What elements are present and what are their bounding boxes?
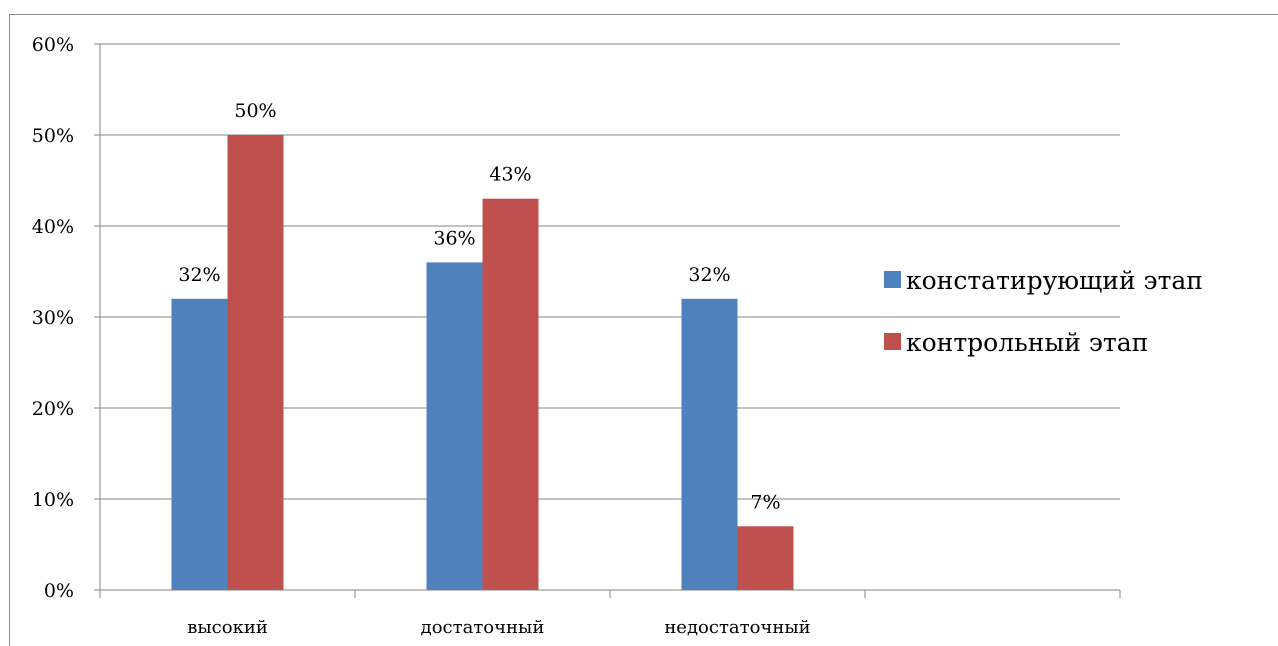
y-axis: 0% 10% 20% 30% 40% 50% 60% — [32, 34, 101, 602]
y-tick-label: 30% — [32, 307, 74, 329]
x-category-label: высокий — [187, 617, 268, 638]
y-tick-label: 10% — [32, 489, 74, 511]
data-label: 36% — [433, 227, 475, 249]
x-category-label: недостаточный — [664, 617, 810, 638]
bars — [171, 135, 794, 590]
bar-control — [482, 198, 539, 590]
legend: констатирующий этап контрольный этап — [884, 266, 1203, 357]
bar-constating — [681, 298, 738, 590]
data-label: 43% — [489, 164, 531, 186]
bar-control — [227, 135, 284, 590]
data-label: 50% — [234, 100, 276, 122]
bar-control — [737, 526, 794, 590]
legend-label: констатирующий этап — [906, 266, 1203, 295]
y-tick-label: 0% — [44, 580, 74, 602]
legend-swatch — [884, 271, 901, 288]
data-labels: 32% 36% 32% 50% 43% 7% — [178, 100, 780, 513]
bar-constating — [426, 262, 483, 590]
legend-label: контрольный этап — [906, 328, 1148, 357]
y-tick-label: 60% — [32, 34, 74, 56]
x-category-label: достаточный — [421, 617, 545, 638]
y-tick-label: 40% — [32, 216, 74, 238]
data-label: 7% — [750, 491, 780, 513]
data-label: 32% — [178, 264, 220, 286]
legend-swatch — [884, 333, 901, 350]
y-tick-label: 50% — [32, 125, 74, 147]
data-label: 32% — [688, 264, 730, 286]
bar-constating — [171, 298, 228, 590]
x-axis: высокий достаточный недостаточный — [99, 589, 1121, 638]
gridlines — [100, 43, 1120, 500]
chart-frame — [9, 14, 1278, 646]
y-tick-label: 20% — [32, 398, 74, 420]
